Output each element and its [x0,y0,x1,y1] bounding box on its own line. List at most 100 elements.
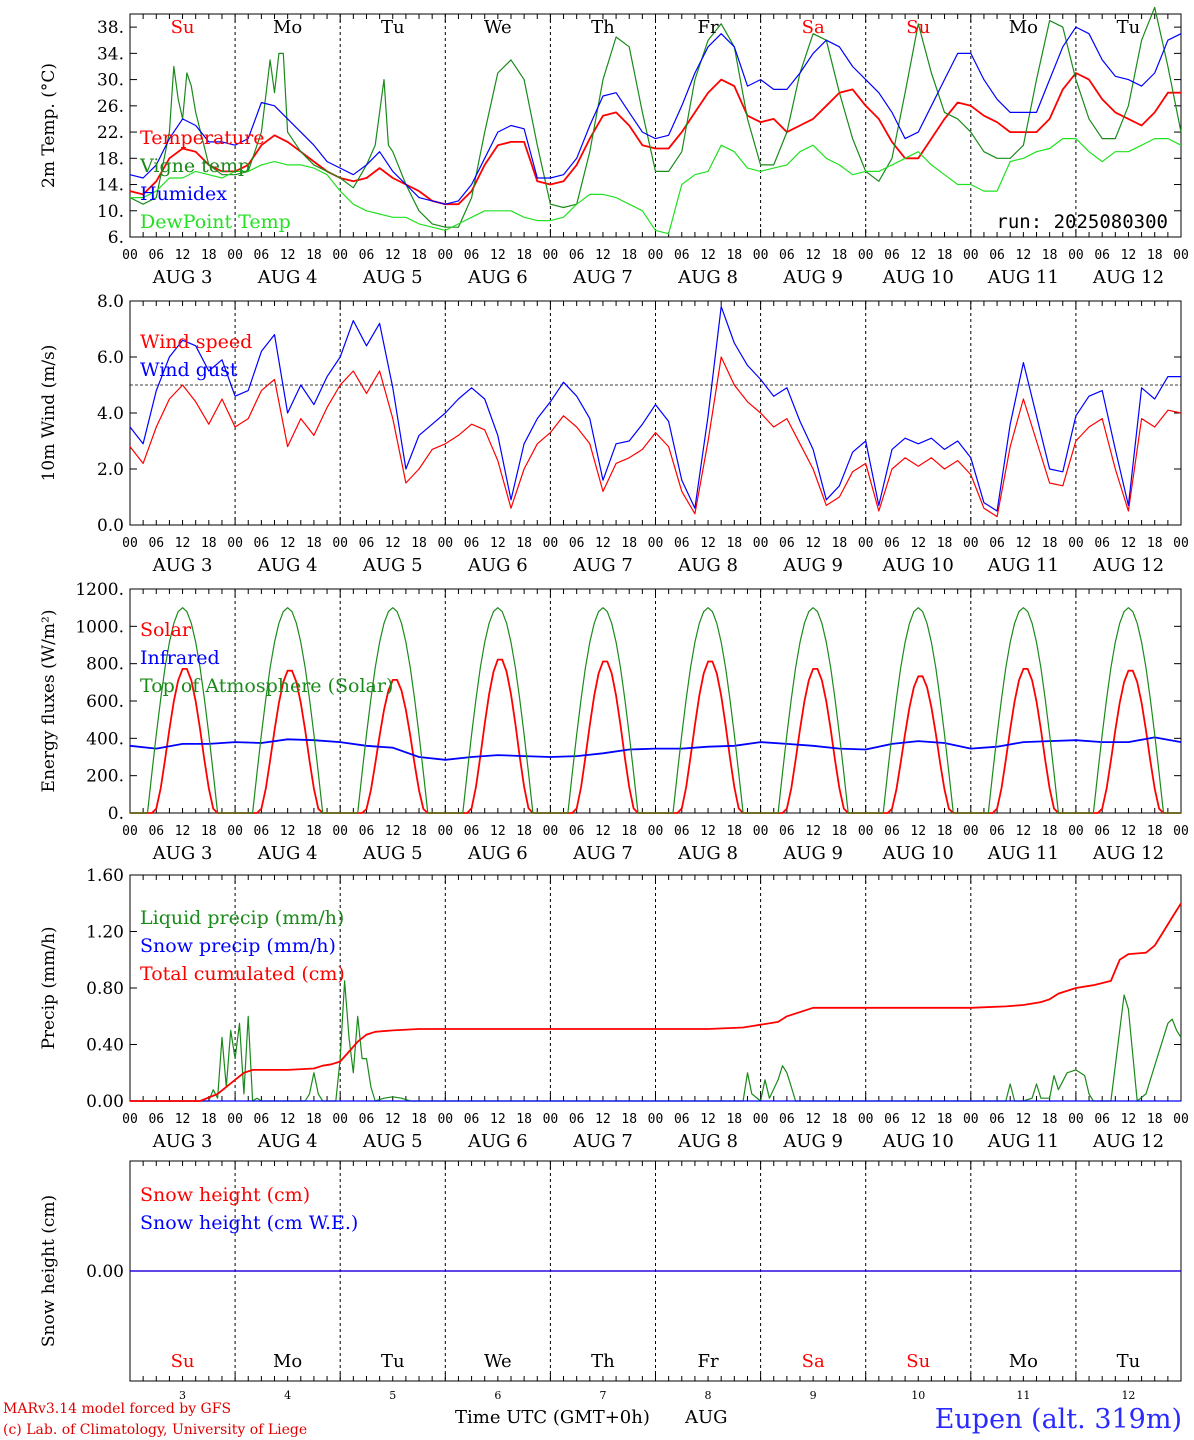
hour-tick-label: 06 [148,248,164,263]
hour-tick-label: 00 [1068,536,1084,551]
hour-tick-label: 18 [1147,1112,1163,1127]
date-label: AUG 3 [152,555,213,576]
legend-entry: Snow height (cm W.E.) [140,1212,358,1234]
hour-tick-label: 00 [543,248,559,263]
hour-tick-label: 06 [674,824,690,839]
hour-tick-label: 18 [1147,824,1163,839]
hour-tick-label: 18 [937,536,953,551]
hour-tick-label: 12 [1121,248,1137,263]
hour-tick-label: 18 [1147,248,1163,263]
hour-tick-label: 06 [464,824,480,839]
hour-tick-label: 12 [910,248,926,263]
hour-tick-label: 18 [201,248,217,263]
hour-tick-label: 18 [1042,1112,1058,1127]
weekday-label: Tu [381,17,405,38]
hour-tick-label: 18 [726,248,742,263]
hour-tick-label: 00 [1068,1112,1084,1127]
hour-tick-label: 00 [648,248,664,263]
hour-tick-label: 00 [543,536,559,551]
hour-tick-label: 00 [122,536,138,551]
meteogram-panels: 6.10.14.18.22.26.30.34.38.2m Temp. (°C) T… [39,6,1189,1402]
hour-tick-label: 18 [621,824,637,839]
date-label: AUG 3 [152,843,213,864]
y-tick-label: 30. [97,71,124,91]
hour-tick-label: 00 [753,248,769,263]
hour-tick-label: 18 [832,536,848,551]
hour-tick-label: 00 [1068,248,1084,263]
weekday-label: Su [906,1351,930,1372]
hour-tick-label: 00 [437,536,453,551]
hour-tick-label: 12 [175,536,191,551]
hour-tick-label: 06 [779,536,795,551]
hour-tick-label: 18 [306,824,322,839]
weekday-label: Th [591,17,615,38]
hour-tick-label: 06 [989,1112,1005,1127]
hour-tick-label: 18 [832,1112,848,1127]
date-label: AUG 10 [882,267,954,288]
hour-tick-label: 00 [753,824,769,839]
y-tick-label: 0.80 [86,979,124,999]
weekday-label: Fr [698,1351,719,1372]
hour-tick-label: 00 [858,1112,874,1127]
hour-tick-label: 06 [884,824,900,839]
hour-tick-label: 06 [884,248,900,263]
hour-tick-label: 12 [805,824,821,839]
legend-entry: Wind speed [140,331,252,353]
hour-tick-label: 12 [175,248,191,263]
hour-tick-label: 06 [674,248,690,263]
hour-tick-label: 00 [332,1112,348,1127]
hour-tick-label: 00 [122,1112,138,1127]
panel-2: 0.0 2.0 4.0 6.0 8.0 10m Wind (m/s) Wind speed W… [39,292,1189,576]
hour-tick-label: 00 [227,248,243,263]
hour-tick-label: 12 [280,248,296,263]
hour-tick-label: 00 [543,1112,559,1127]
date-label: AUG 5 [362,555,423,576]
hour-tick-label: 00 [437,824,453,839]
hour-tick-label: 00 [332,536,348,551]
day-number: 9 [810,1389,817,1402]
hour-tick-label: 00 [227,1112,243,1127]
y-tick-label: 0.00 [86,1262,124,1282]
date-label: AUG 8 [677,843,738,864]
hour-tick-label: 00 [332,248,348,263]
hour-tick-label: 12 [910,824,926,839]
date-label: AUG 4 [257,555,318,576]
hour-tick-label: 12 [280,824,296,839]
y-axis-label: Snow height (cm) [39,1195,59,1347]
hour-tick-label: 12 [1016,1112,1032,1127]
hour-tick-label: 12 [595,536,611,551]
y-tick-label: 2.0 [97,460,124,480]
hour-tick-label: 18 [1042,536,1058,551]
hour-tick-label: 18 [937,1112,953,1127]
day-number: 8 [705,1389,712,1402]
hour-tick-label: 06 [989,536,1005,551]
hour-tick-label: 06 [464,1112,480,1127]
day-number: 7 [599,1389,606,1402]
hour-tick-label: 18 [516,824,532,839]
date-label: AUG 4 [257,267,318,288]
weekday-label: Mo [1009,17,1038,38]
hour-tick-label: 00 [753,536,769,551]
hour-tick-label: 00 [1068,824,1084,839]
hour-tick-label: 12 [385,824,401,839]
hour-tick-label: 18 [306,248,322,263]
hour-tick-label: 12 [490,1112,506,1127]
date-label: AUG 9 [782,555,843,576]
hour-tick-label: 06 [779,248,795,263]
date-label: AUG 12 [1092,843,1164,864]
hour-tick-label: 12 [1016,536,1032,551]
hour-tick-label: 00 [227,536,243,551]
hour-tick-label: 06 [359,824,375,839]
weekday-label: Su [906,17,930,38]
hour-tick-label: 12 [490,248,506,263]
hour-tick-label: 00 [963,248,979,263]
hour-tick-label: 00 [858,248,874,263]
hour-tick-label: 06 [884,536,900,551]
y-tick-label: 18. [97,149,124,169]
date-label: AUG 6 [467,1131,528,1152]
hour-tick-label: 12 [805,248,821,263]
day-number: 4 [284,1389,291,1402]
hour-tick-label: 06 [359,1112,375,1127]
day-number: 5 [389,1389,396,1402]
hour-tick-label: 06 [359,536,375,551]
